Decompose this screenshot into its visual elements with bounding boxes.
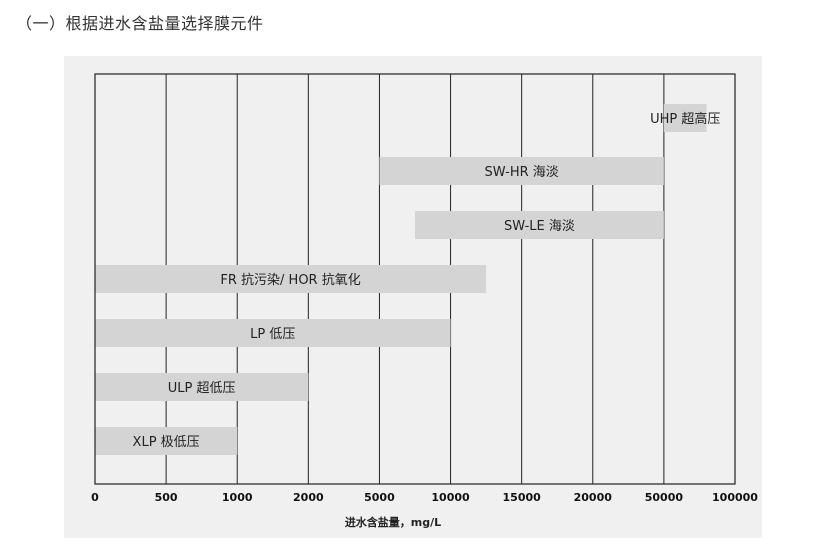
range-bar <box>95 427 238 455</box>
range-bar <box>663 104 707 132</box>
bar-label: SW-HR 海淡 <box>485 165 559 180</box>
range-bar <box>95 319 451 347</box>
plot-frame <box>94 73 736 485</box>
x-tick-label: 500 <box>155 491 178 504</box>
range-bar <box>95 265 487 293</box>
bars-group: UHP 超高压 SW-HR 海淡 SW-LE 海淡 FR 抗污染/ HOR 抗氧化 LP… <box>95 104 720 455</box>
bar-label: XLP 极低压 <box>133 435 200 450</box>
x-tick-label: 5000 <box>364 491 395 504</box>
x-tick-label: 10000 <box>431 491 470 504</box>
x-tick-label: 1000 <box>222 491 253 504</box>
bar-label: SW-LE 海淡 <box>504 219 575 234</box>
bar-label: FR 抗污染/ HOR 抗氧化 <box>220 273 360 288</box>
x-tick-label: 15000 <box>503 491 542 504</box>
bar-label: LP 低压 <box>250 327 295 342</box>
x-tick-label: 100000 <box>712 491 758 504</box>
x-tick-label: 0 <box>91 491 99 504</box>
chart-panel <box>64 56 762 538</box>
x-axis-label: 进水含盐量，mg/L <box>345 515 441 529</box>
bar-label: ULP 超低压 <box>168 381 236 396</box>
x-tick-label: 2000 <box>293 491 324 504</box>
range-bar <box>95 373 309 401</box>
x-tick-label: 20000 <box>574 491 613 504</box>
x-tick-label: 50000 <box>645 491 684 504</box>
section-heading: （一）根据进水含盐量选择膜元件 <box>16 14 264 33</box>
x-ticks: 0 500 1000 2000 5000 10000 15000 20000 50000 1000… <box>91 491 758 504</box>
range-bar <box>379 157 664 185</box>
bar-label: UHP 超高压 <box>650 111 720 127</box>
range-bar <box>415 211 664 239</box>
